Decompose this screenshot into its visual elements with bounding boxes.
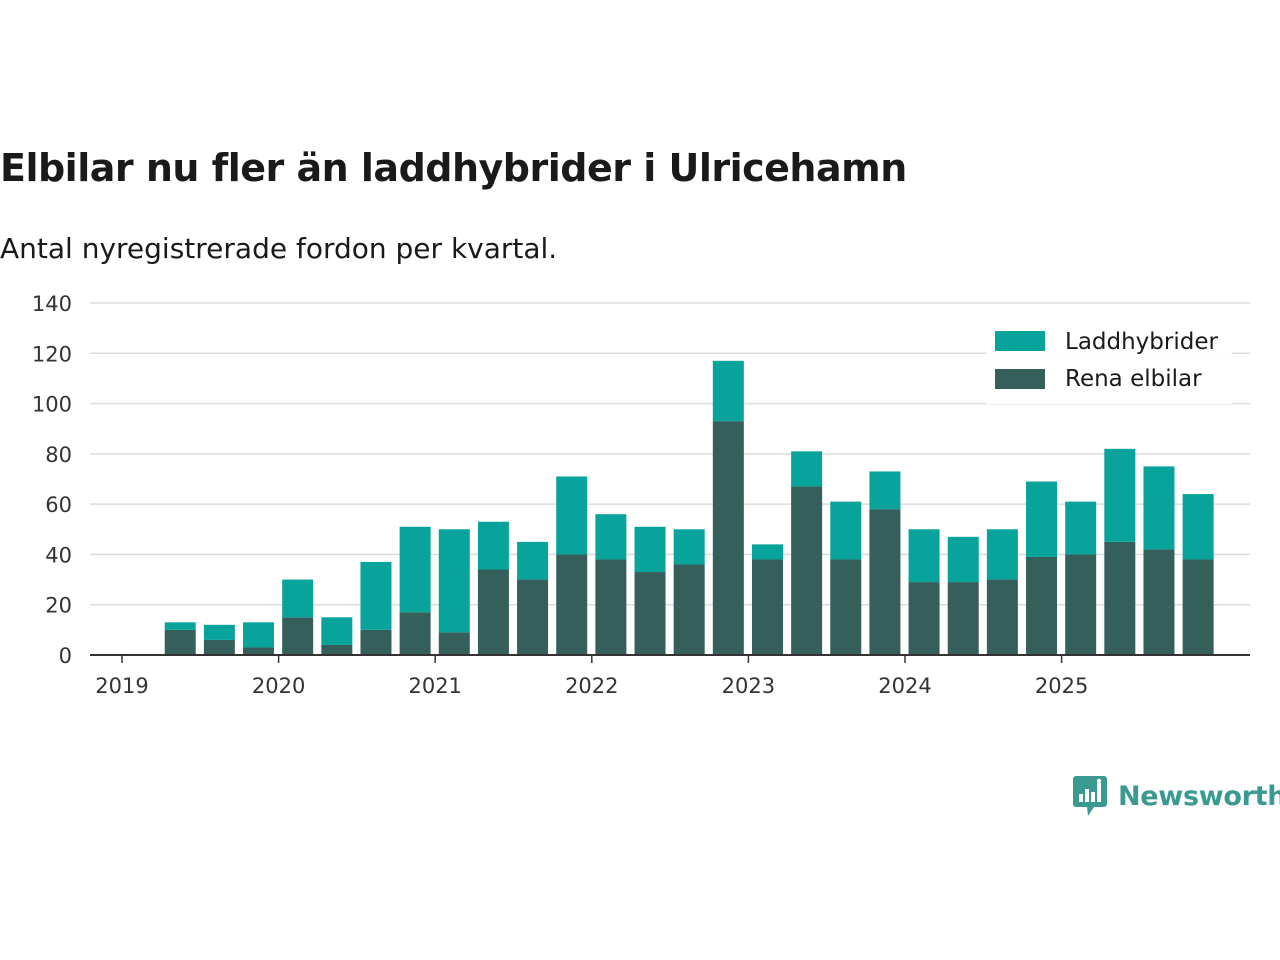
bar-laddhybrider-2023-q1 <box>751 544 783 560</box>
legend-swatch-rena-elbilar <box>995 369 1045 389</box>
brand-name: Newsworthy <box>1118 780 1280 812</box>
bar-laddhybrider-2020-q1 <box>282 579 314 618</box>
newsworthy-logo: Newsworthy <box>1072 774 1280 818</box>
newsworthy-logo-icon <box>1073 776 1107 816</box>
y-axis-ticks: 0 20 40 60 80 100 120 140 <box>32 292 72 668</box>
bar-rena-elbilar-2023-q3 <box>830 559 862 655</box>
bar-rena-elbilar-2022-q2 <box>634 572 666 655</box>
y-tick-label-100: 100 <box>32 393 72 417</box>
bar-laddhybrider-2021-q4 <box>556 476 588 555</box>
bar-laddhybrider-2023-q3 <box>830 501 862 560</box>
bar-laddhybrider-2022-q2 <box>634 526 666 573</box>
bar-rena-elbilar-2025-q2 <box>1104 541 1136 655</box>
bar-rena-elbilar-2019-q4 <box>243 647 275 655</box>
legend-swatch-laddhybrider <box>995 331 1045 351</box>
x-tick-label-2019: 2019 <box>95 674 148 698</box>
x-tick-label-2023: 2023 <box>722 674 775 698</box>
y-tick-label-20: 20 <box>45 594 72 618</box>
bar-rena-elbilar-2019-q2 <box>164 629 196 655</box>
bar-laddhybrider-2022-q3 <box>673 529 705 565</box>
y-tick-label-120: 120 <box>32 342 72 366</box>
bar-laddhybrider-2025-q1 <box>1065 501 1097 555</box>
bar-laddhybrider-2019-q2 <box>164 622 196 630</box>
x-tick-label-2025: 2025 <box>1035 674 1088 698</box>
bar-rena-elbilar-2021-q3 <box>517 579 549 655</box>
bar-rena-elbilar-2023-q4 <box>869 509 901 655</box>
bars <box>164 360 1214 655</box>
bar-laddhybrider-2020-q2 <box>321 617 353 645</box>
bar-rena-elbilar-2024-q1 <box>908 582 940 655</box>
bar-laddhybrider-2024-q3 <box>986 529 1018 580</box>
y-tick-label-0: 0 <box>59 644 72 668</box>
legend-label-laddhybrider: Laddhybrider <box>1065 329 1218 355</box>
chart-subtitle: Antal nyregistrerade fordon per kvartal. <box>0 232 558 265</box>
bar-laddhybrider-2023-q4 <box>869 471 901 510</box>
bar-rena-elbilar-2021-q2 <box>477 569 509 655</box>
bar-laddhybrider-2025-q4 <box>1182 494 1214 560</box>
bar-laddhybrider-2020-q3 <box>360 561 392 630</box>
bar-rena-elbilar-2021-q1 <box>438 632 470 655</box>
bar-laddhybrider-2024-q4 <box>1026 481 1058 557</box>
bar-rena-elbilar-2020-q3 <box>360 629 392 655</box>
bar-rena-elbilar-2023-q2 <box>791 486 823 655</box>
bar-laddhybrider-2024-q2 <box>947 536 979 583</box>
x-tick-label-2024: 2024 <box>878 674 931 698</box>
bar-laddhybrider-2019-q4 <box>243 622 275 648</box>
x-tick-label-2020: 2020 <box>252 674 305 698</box>
bar-rena-elbilar-2021-q4 <box>556 554 588 655</box>
bar-rena-elbilar-2023-q1 <box>751 559 783 655</box>
bar-laddhybrider-2019-q3 <box>203 624 235 640</box>
bar-laddhybrider-2020-q4 <box>399 526 431 613</box>
bar-laddhybrider-2021-q3 <box>517 541 549 580</box>
bar-rena-elbilar-2024-q2 <box>947 582 979 655</box>
bar-rena-elbilar-2025-q1 <box>1065 554 1097 655</box>
x-axis-ticks: 2019 2020 2021 2022 2023 2024 2025 <box>95 655 1088 698</box>
x-tick-label-2022: 2022 <box>565 674 618 698</box>
x-tick-label-2021: 2021 <box>408 674 461 698</box>
y-tick-label-140: 140 <box>32 292 72 316</box>
bar-rena-elbilar-2024-q3 <box>986 579 1018 655</box>
bar-rena-elbilar-2020-q1 <box>282 617 314 655</box>
bar-laddhybrider-2023-q2 <box>791 451 823 487</box>
bar-laddhybrider-2022-q1 <box>595 514 627 560</box>
bar-laddhybrider-2022-q4 <box>712 360 744 422</box>
legend: Laddhybrider Rena elbilar <box>986 318 1232 404</box>
legend-label-rena-elbilar: Rena elbilar <box>1065 366 1202 392</box>
y-tick-label-60: 60 <box>45 493 72 517</box>
bar-laddhybrider-2024-q1 <box>908 529 940 583</box>
bar-laddhybrider-2021-q2 <box>477 521 509 570</box>
bar-rena-elbilar-2020-q2 <box>321 644 353 655</box>
y-tick-label-80: 80 <box>45 443 72 467</box>
bar-rena-elbilar-2022-q3 <box>673 564 705 655</box>
bar-laddhybrider-2021-q1 <box>438 529 470 633</box>
bar-rena-elbilar-2022-q4 <box>712 421 744 655</box>
bar-rena-elbilar-2025-q4 <box>1182 559 1214 655</box>
y-tick-label-40: 40 <box>45 543 72 567</box>
bar-rena-elbilar-2020-q4 <box>399 612 431 655</box>
bar-rena-elbilar-2022-q1 <box>595 559 627 655</box>
bar-rena-elbilar-2025-q3 <box>1143 549 1175 655</box>
bar-rena-elbilar-2024-q4 <box>1026 556 1058 655</box>
bar-laddhybrider-2025-q3 <box>1143 466 1175 550</box>
bar-rena-elbilar-2019-q3 <box>203 639 235 655</box>
bar-laddhybrider-2025-q2 <box>1104 448 1136 542</box>
chart-title: Elbilar nu fler än laddhybrider i Ulrice… <box>0 146 907 190</box>
